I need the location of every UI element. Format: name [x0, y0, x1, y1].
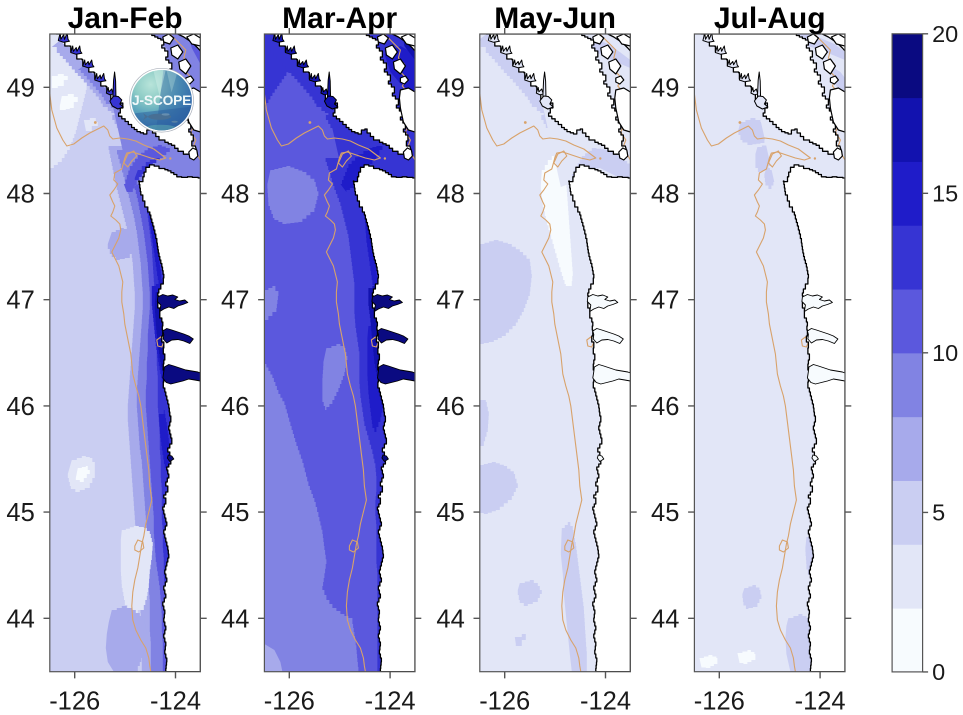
svg-text:45: 45 — [6, 499, 34, 527]
svg-text:44: 44 — [436, 605, 464, 633]
svg-text:46: 46 — [221, 393, 249, 421]
svg-text:44: 44 — [6, 605, 34, 633]
svg-text:49: 49 — [651, 74, 679, 102]
svg-text:49: 49 — [6, 74, 34, 102]
svg-text:-126: -126 — [264, 688, 315, 715]
svg-text:-124: -124 — [365, 688, 416, 715]
svg-text:47: 47 — [436, 287, 464, 315]
svg-text:-124: -124 — [150, 688, 201, 715]
svg-text:10: 10 — [932, 340, 958, 366]
svg-text:-124: -124 — [580, 688, 631, 715]
svg-text:46: 46 — [436, 393, 464, 421]
svg-text:47: 47 — [651, 287, 679, 315]
svg-text:-126: -126 — [49, 688, 100, 715]
svg-text:Mar-Apr: Mar-Apr — [282, 2, 397, 35]
svg-text:-126: -126 — [694, 688, 745, 715]
svg-text:J-SCOPE: J-SCOPE — [132, 93, 191, 108]
svg-text:49: 49 — [436, 74, 464, 102]
svg-text:-124: -124 — [795, 688, 846, 715]
svg-text:15: 15 — [932, 181, 958, 207]
svg-text:48: 48 — [6, 181, 34, 209]
svg-text:44: 44 — [221, 605, 249, 633]
svg-text:Jul-Aug: Jul-Aug — [714, 2, 826, 35]
svg-text:46: 46 — [6, 393, 34, 421]
svg-text:45: 45 — [221, 499, 249, 527]
svg-text:May-Jun: May-Jun — [494, 2, 616, 35]
svg-text:48: 48 — [436, 181, 464, 209]
svg-text:0: 0 — [932, 659, 945, 685]
svg-text:44: 44 — [651, 605, 679, 633]
svg-text:-126: -126 — [479, 688, 530, 715]
svg-text:Jan-Feb: Jan-Feb — [68, 2, 183, 35]
svg-text:47: 47 — [6, 287, 34, 315]
svg-text:20: 20 — [932, 21, 958, 47]
svg-text:47: 47 — [221, 287, 249, 315]
svg-text:46: 46 — [651, 393, 679, 421]
svg-text:5: 5 — [932, 500, 945, 526]
svg-text:48: 48 — [651, 181, 679, 209]
svg-text:49: 49 — [221, 74, 249, 102]
svg-text:45: 45 — [651, 499, 679, 527]
svg-text:48: 48 — [221, 181, 249, 209]
svg-text:45: 45 — [436, 499, 464, 527]
